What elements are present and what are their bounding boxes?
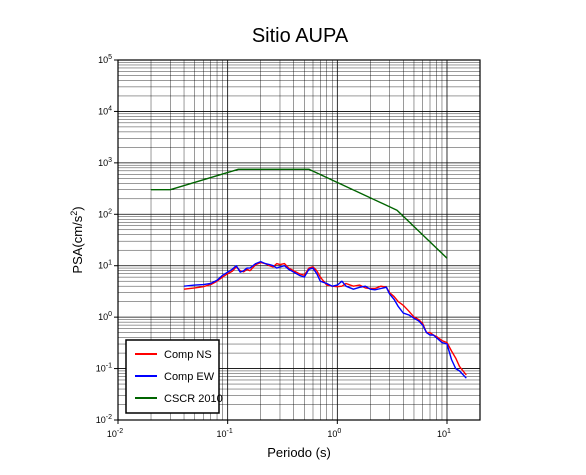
y-tick-exponent: 3 [108, 157, 112, 164]
x-tick-exponent: -2 [117, 428, 123, 435]
grid [117, 60, 481, 421]
x-tick-label: 10-2 [107, 428, 123, 439]
y-tick-exponent: 1 [108, 260, 112, 267]
y-tick-exponent: 5 [108, 54, 112, 61]
x-tick-base: 10 [217, 429, 227, 439]
y-tick-label: 104 [98, 105, 112, 116]
x-tick-exponent: 1 [447, 428, 451, 435]
legend-label: Comp NS [164, 349, 212, 361]
y-axis-label-close: ) [70, 206, 85, 210]
y-axis-label: PSA(cm/s2) [69, 206, 85, 273]
plot-frame [117, 59, 481, 421]
y-tick-label: 103 [98, 157, 112, 168]
y-tick-base: 10 [98, 55, 108, 65]
y-axis-label-main: PSA(cm/s [70, 215, 85, 273]
y-tick-base: 10 [98, 261, 108, 271]
x-tick-label: 10-1 [217, 428, 233, 439]
y-tick-exponent: -1 [106, 363, 112, 370]
legend: Comp NS Comp EW CSCR 2010 [125, 339, 223, 414]
y-tick-label: 10-2 [96, 414, 112, 425]
y-tick-exponent: -2 [106, 414, 112, 421]
series-lines [151, 168, 467, 379]
y-tick-label: 101 [98, 260, 112, 271]
x-axis-label: Periodo (s) [267, 445, 331, 460]
y-tick-base: 10 [96, 415, 106, 425]
series-line-1 [183, 261, 467, 376]
y-tick-base: 10 [98, 209, 108, 219]
y-tick-label: 10-1 [96, 363, 112, 374]
y-tick-base: 10 [96, 364, 106, 374]
y-axis-label-exponent: 2 [69, 211, 79, 216]
y-tick-exponent: 4 [108, 105, 112, 112]
y-tick-label: 100 [98, 311, 112, 322]
x-tick-base: 10 [107, 429, 117, 439]
x-tick-label: 101 [437, 428, 451, 439]
x-tick-base: 10 [437, 429, 447, 439]
legend-label: Comp EW [164, 371, 215, 383]
y-tick-label: 102 [98, 208, 112, 219]
y-tick-label: 105 [98, 54, 112, 65]
x-tick-base: 10 [327, 429, 337, 439]
x-tick-exponent: -1 [227, 428, 233, 435]
y-tick-base: 10 [98, 106, 108, 116]
y-tick-base: 10 [98, 158, 108, 168]
y-tick-exponent: 2 [108, 208, 112, 215]
y-tick-base: 10 [98, 312, 108, 322]
x-tick-label: 100 [327, 428, 341, 439]
legend-label: CSCR 2010 [164, 393, 223, 405]
series-line-2 [183, 260, 467, 379]
y-tick-exponent: 0 [108, 311, 112, 318]
series-line-3 [151, 168, 448, 259]
x-tick-exponent: 0 [337, 428, 341, 435]
chart-title: Sitio AUPA [252, 25, 349, 47]
